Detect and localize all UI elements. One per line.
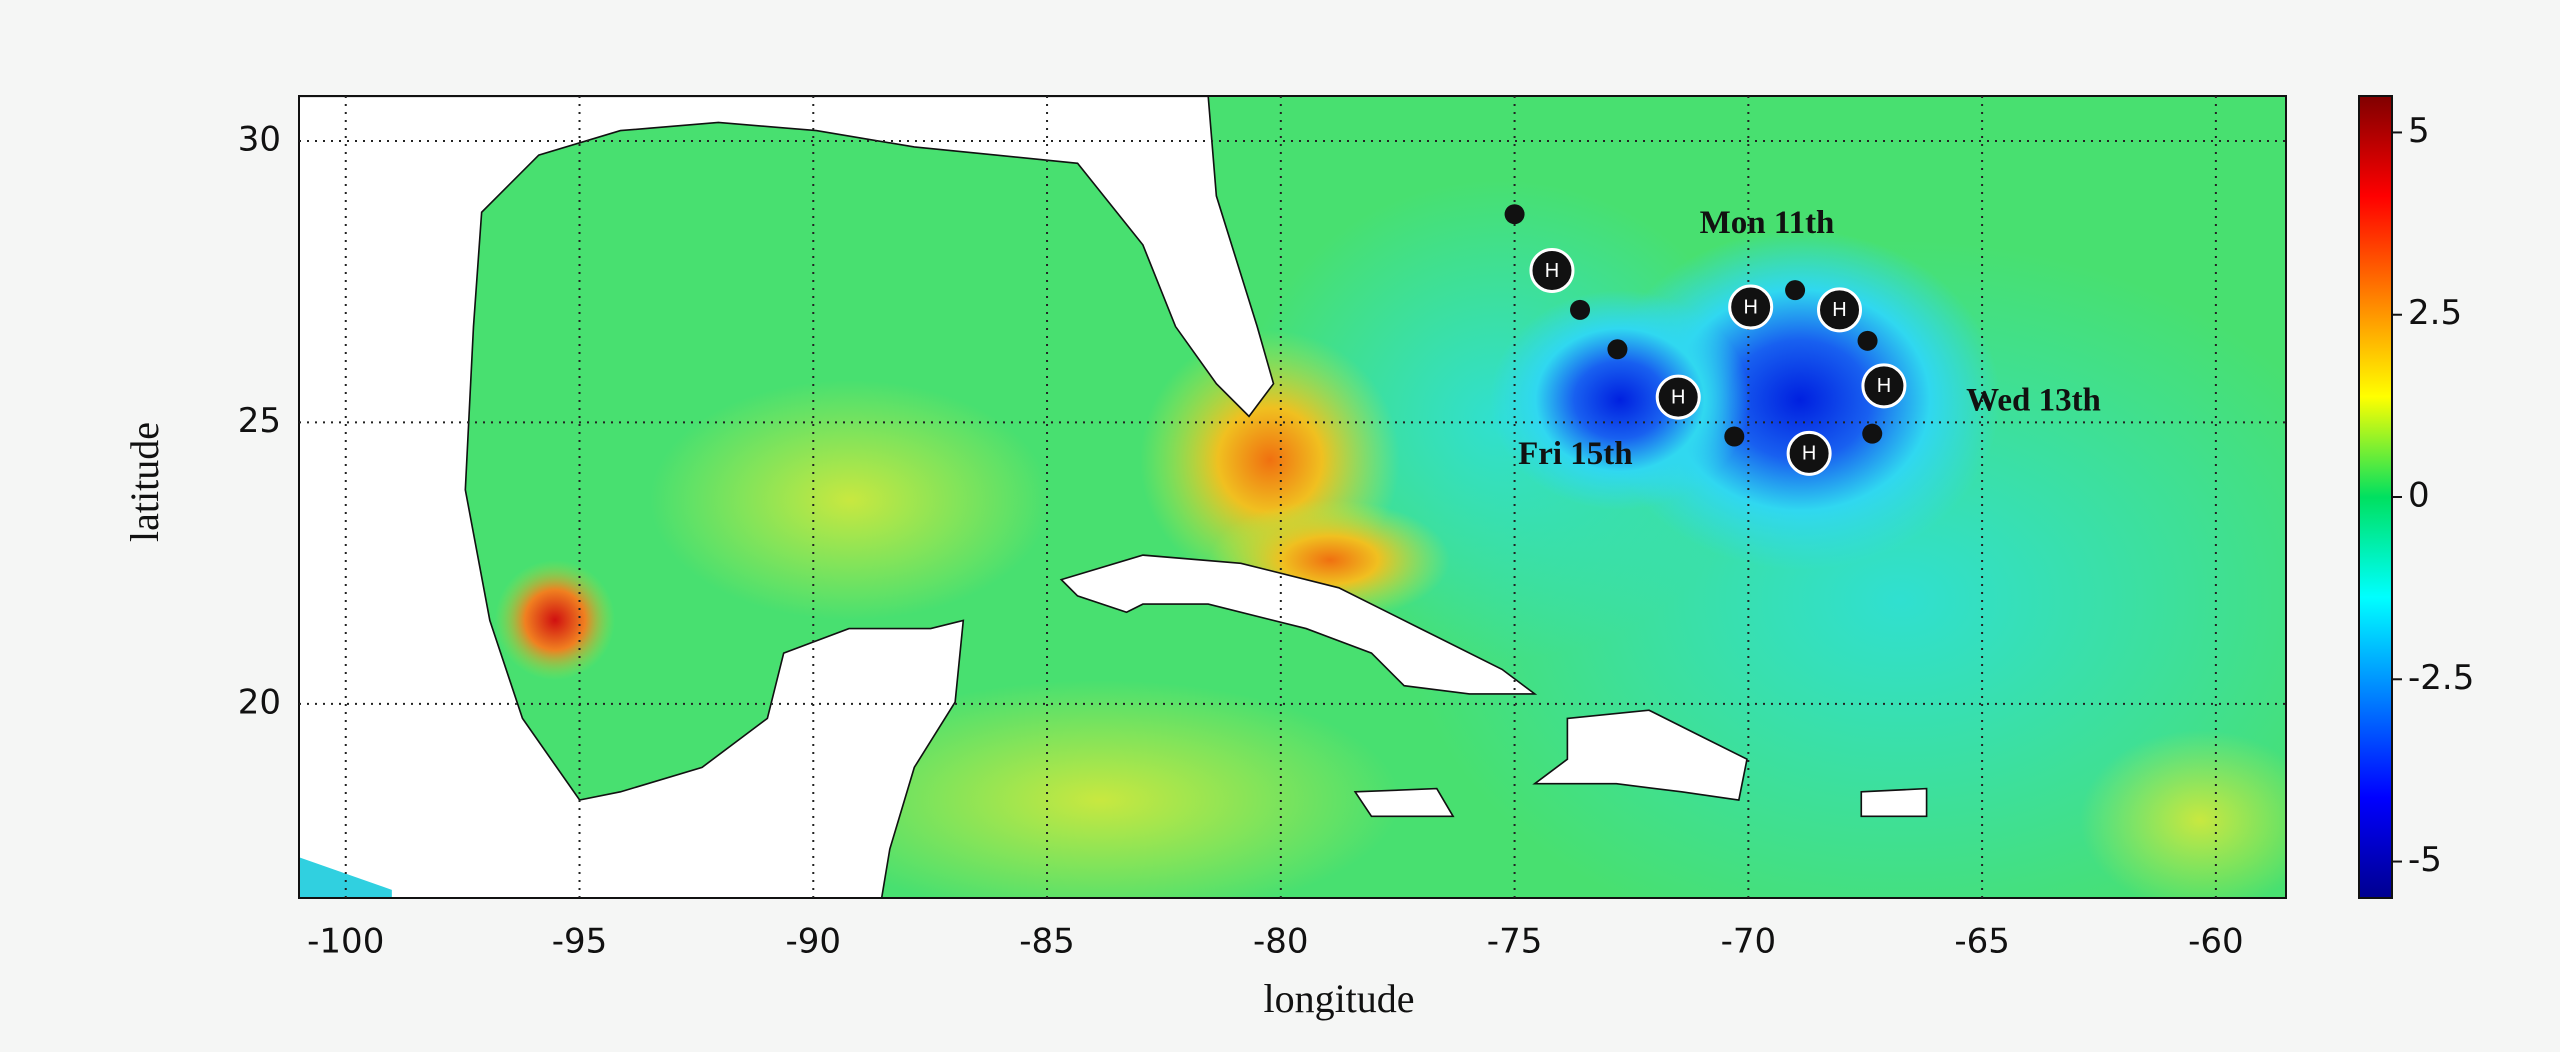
track-label: H: [1545, 260, 1559, 282]
track-point: [1785, 280, 1806, 301]
track-point: [1655, 374, 1701, 420]
annotation: Mon 11th: [1700, 205, 1835, 241]
x-tick-label: -70: [1721, 922, 1777, 962]
track-label: H: [1671, 386, 1685, 408]
x-tick-label: -95: [552, 922, 608, 962]
track-point: [1529, 247, 1575, 293]
x-tick-label: -85: [1019, 922, 1075, 962]
track-label: H: [1802, 443, 1816, 465]
field: [299, 96, 2286, 898]
y-tick-label: 20: [238, 682, 281, 722]
track-point: [1728, 284, 1774, 330]
colorbar-tick-label: 2.5: [2408, 293, 2462, 333]
colorbar-tick-label: 0: [2408, 476, 2430, 516]
track-point: [1817, 287, 1863, 333]
x-tick-label: -90: [786, 922, 842, 962]
hurricane-marker: H: [1728, 284, 1774, 330]
y-axis-label: latitude: [122, 422, 167, 542]
x-tick-label: -80: [1253, 922, 1309, 962]
colorbar-tick-label: -5: [2408, 840, 2442, 880]
track-label: H: [1743, 296, 1757, 318]
track-point: [1862, 423, 1883, 444]
colorbar-tick-label: -2.5: [2408, 658, 2474, 698]
track-label: H: [1832, 299, 1846, 321]
track-point: [1504, 204, 1525, 225]
track-point: [1570, 299, 1591, 320]
annotation: Wed 13th: [1966, 382, 2101, 418]
track-point: [1857, 330, 1878, 351]
hurricane-marker: H: [1655, 374, 1701, 420]
x-tick-label: -100: [307, 922, 384, 962]
track-point: [1724, 426, 1745, 447]
annotation: Fri 15th: [1518, 436, 1633, 472]
hurricane-marker: H: [1529, 247, 1575, 293]
track-point: [1861, 363, 1907, 409]
colorbar: [2358, 95, 2393, 899]
plot-frame: [298, 95, 2287, 899]
track-point: [1786, 430, 1832, 476]
x-tick-label: -75: [1487, 922, 1543, 962]
hurricane-marker: H: [1817, 287, 1863, 333]
x-axis-label: longitude: [1263, 976, 1414, 1021]
colorbar-tick-label: 5: [2408, 111, 2430, 151]
y-tick-label: 25: [238, 401, 281, 441]
x-tick-label: -60: [2188, 922, 2244, 962]
hurricane-marker: H: [1786, 430, 1832, 476]
track-point: [1607, 339, 1628, 360]
hurricane-marker: H: [1861, 363, 1907, 409]
x-tick-label: -65: [1954, 922, 2010, 962]
track-label: H: [1877, 375, 1891, 397]
y-tick-label: 30: [238, 120, 281, 160]
